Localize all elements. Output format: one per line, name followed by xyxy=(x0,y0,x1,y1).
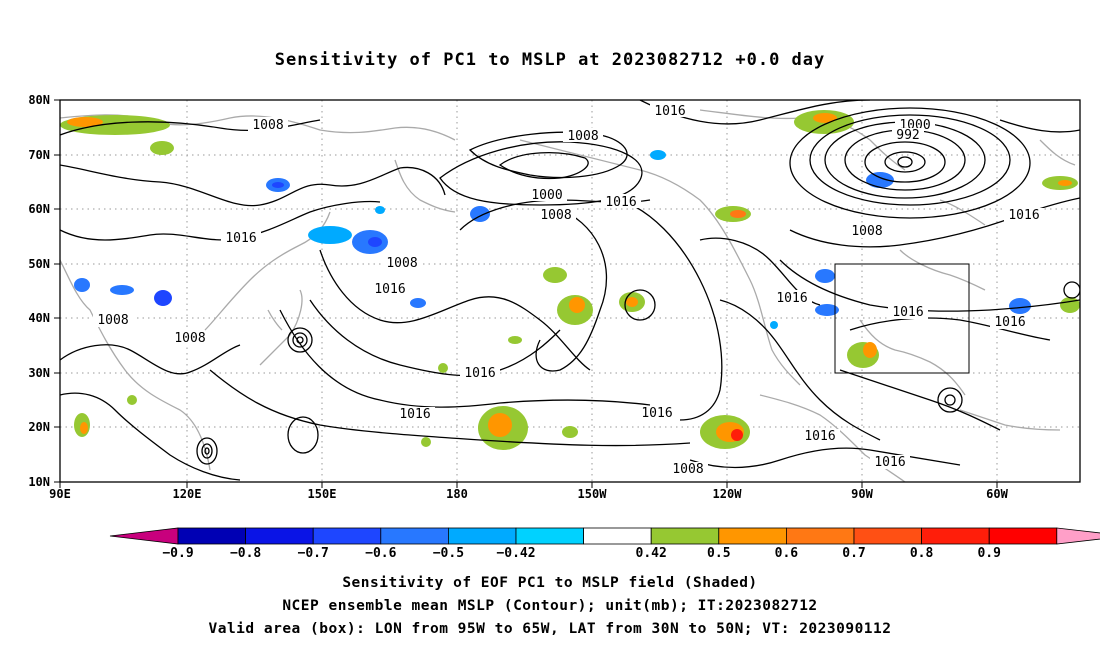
contour-label: 1016 xyxy=(225,231,256,246)
colorbar-tick-label: −0.5 xyxy=(433,546,464,561)
colorbar-swatch xyxy=(921,527,990,545)
lon-label: 90E xyxy=(49,487,71,501)
lat-label: 50N xyxy=(28,257,50,271)
lat-label: 30N xyxy=(28,366,50,380)
caption-line-2: NCEP ensemble mean MSLP (Contour); unit(… xyxy=(282,598,818,614)
colorbar-tick-label: 0.5 xyxy=(707,546,730,561)
colorbar-tick-label: 0.6 xyxy=(775,546,799,561)
contour-label: 1016 xyxy=(994,315,1025,330)
colorbar-swatch xyxy=(245,527,314,545)
colorbar-tick-label: −0.9 xyxy=(162,546,193,561)
contour-label: 1016 xyxy=(892,305,923,320)
colorbar-tick-label: 0.42 xyxy=(636,546,667,561)
contour-label: 1008 xyxy=(252,118,283,133)
colorbar-tick-label: 0.9 xyxy=(977,546,1000,561)
sensitivity-map: 1016 1008 1000 992 1008 1016 1008 1000 1… xyxy=(28,93,1100,561)
contour-label: 1008 xyxy=(851,224,882,239)
colorbar-tick-label: −0.42 xyxy=(496,546,535,561)
colorbar-swatch xyxy=(650,527,720,545)
contour-label: 1008 xyxy=(386,256,417,271)
colorbar-tick-label: 0.8 xyxy=(910,546,934,561)
contour-label: 1016 xyxy=(874,455,905,470)
lon-label: 90W xyxy=(851,487,873,501)
contour-label: 1016 xyxy=(641,406,672,421)
colorbar-tick-label: −0.7 xyxy=(298,546,329,561)
colorbar-swatch xyxy=(718,527,787,545)
colorbar-swatch xyxy=(447,527,517,545)
contour-label: 1008 xyxy=(97,313,128,328)
contour-label: 1008 xyxy=(567,129,598,144)
colorbar-swatch xyxy=(177,527,246,545)
contour-label: 1008 xyxy=(540,208,571,223)
lon-label: 120E xyxy=(173,487,202,501)
lon-label: 180 xyxy=(446,487,468,501)
colorbar-swatch xyxy=(380,527,449,545)
caption-line-1: Sensitivity of EOF PC1 to MSLP field (Sh… xyxy=(342,575,758,591)
contour-label: 1016 xyxy=(464,366,495,381)
colorbar-lower-extension xyxy=(109,527,179,545)
contour-label: 1016 xyxy=(605,195,636,210)
contour-label: 1008 xyxy=(672,462,703,477)
colorbar-tick-label: 0.7 xyxy=(842,546,865,561)
contour-label: 1016 xyxy=(654,104,685,119)
colorbar-upper-extension xyxy=(1056,527,1100,545)
colorbar-tick-label: −0.8 xyxy=(230,546,261,561)
lon-label: 120W xyxy=(713,487,743,501)
sensitivity-shading xyxy=(60,110,1080,450)
contour-label: 1008 xyxy=(174,331,205,346)
map-frame xyxy=(60,100,1080,482)
colorbar-swatch xyxy=(312,527,382,545)
colorbar-swatch xyxy=(988,527,1058,545)
lat-label: 10N xyxy=(28,475,50,489)
contour-label: 1016 xyxy=(374,282,405,297)
lat-label: 40N xyxy=(28,311,50,325)
contour-label: 1016 xyxy=(804,429,835,444)
valid-area-box xyxy=(834,263,970,374)
contour-label: 1000 xyxy=(531,188,562,203)
caption-line-3: Valid area (box): LON from 95W to 65W, L… xyxy=(208,621,892,637)
lat-label: 70N xyxy=(28,148,50,162)
colorbar-swatch xyxy=(853,527,922,545)
lon-label: 60W xyxy=(986,487,1008,501)
lat-label: 60N xyxy=(28,202,50,216)
contour-label: 1016 xyxy=(399,407,430,422)
lon-label: 150E xyxy=(308,487,337,501)
tick-marks xyxy=(54,99,998,488)
colorbar: −0.9 −0.8 −0.7 −0.6 −0.5 −0.42 0.42 0.5 0.6 0.7 0.… xyxy=(109,527,1100,561)
contour-label: 992 xyxy=(896,128,919,143)
lat-label: 80N xyxy=(28,93,50,107)
colorbar-tick-label: −0.6 xyxy=(365,546,396,561)
lat-label: 20N xyxy=(28,420,50,434)
colorbar-swatch xyxy=(583,527,652,545)
contour-label: 1016 xyxy=(1008,208,1039,223)
map-border xyxy=(59,99,1081,483)
colorbar-swatch xyxy=(515,527,584,545)
contour-labels: 1016 1008 1000 992 1008 1016 1008 1000 1… xyxy=(93,103,1044,477)
plot-title: Sensitivity of PC1 to MSLP at 2023082712… xyxy=(274,50,826,70)
colorbar-swatch xyxy=(786,527,855,545)
lon-label: 150W xyxy=(578,487,608,501)
contour-label: 1016 xyxy=(776,291,807,306)
